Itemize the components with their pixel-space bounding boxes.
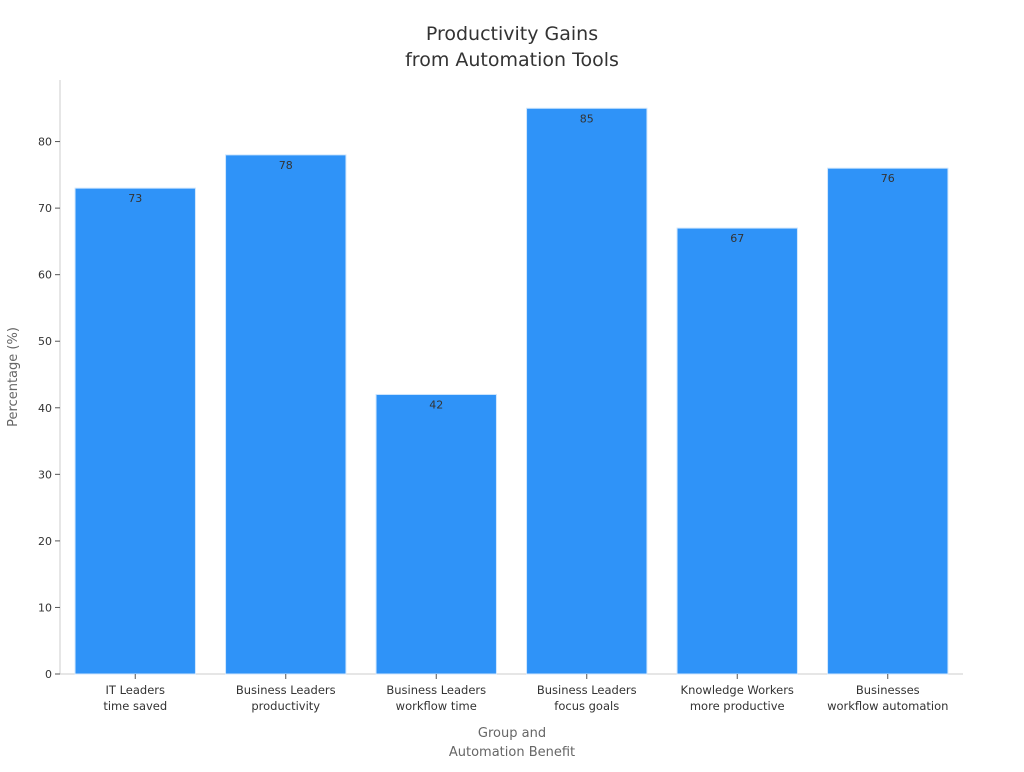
chart-title-line2: from Automation Tools bbox=[405, 49, 619, 71]
x-tick-label: Business Leaders bbox=[236, 683, 336, 697]
x-tick-label: time saved bbox=[103, 699, 167, 713]
x-tick-label: focus goals bbox=[554, 699, 619, 713]
bar bbox=[375, 393, 497, 675]
x-tick-label: Knowledge Workers bbox=[681, 683, 794, 697]
y-tick-label: 40 bbox=[38, 402, 52, 415]
x-tick-label: Business Leaders bbox=[386, 683, 486, 697]
data-label: 85 bbox=[580, 112, 594, 125]
data-label: 42 bbox=[429, 398, 443, 411]
y-tick-label: 60 bbox=[38, 269, 52, 282]
bar bbox=[827, 167, 949, 675]
bar bbox=[225, 154, 347, 675]
y-tick-label: 70 bbox=[38, 202, 52, 215]
x-tick-label: Business Leaders bbox=[537, 683, 637, 697]
y-tick-label: 10 bbox=[38, 601, 52, 614]
bar bbox=[74, 187, 196, 675]
chart-title-line1: Productivity Gains bbox=[426, 23, 598, 45]
x-tick-label: workflow time bbox=[396, 699, 477, 713]
y-tick-label: 50 bbox=[38, 335, 52, 348]
x-tick-label: Businesses bbox=[856, 683, 920, 697]
bar bbox=[676, 227, 798, 675]
x-axis-label-line1: Group and bbox=[478, 726, 546, 741]
y-tick-label: 20 bbox=[38, 535, 52, 548]
x-tick-label: workflow automation bbox=[827, 699, 948, 713]
x-tick-label: productivity bbox=[251, 699, 320, 713]
bar bbox=[526, 107, 648, 675]
data-label: 76 bbox=[881, 172, 895, 185]
data-label: 73 bbox=[128, 192, 142, 205]
data-label: 67 bbox=[730, 232, 744, 245]
data-label: 78 bbox=[279, 159, 293, 172]
y-tick-label: 80 bbox=[38, 136, 52, 149]
y-tick-label: 0 bbox=[45, 668, 52, 681]
x-tick-label: more productive bbox=[690, 699, 785, 713]
y-tick-label: 30 bbox=[38, 468, 52, 481]
x-tick-label: IT Leaders bbox=[106, 683, 166, 697]
y-axis-label: Percentage (%) bbox=[6, 327, 21, 427]
x-axis-label-line2: Automation Benefit bbox=[449, 745, 575, 760]
